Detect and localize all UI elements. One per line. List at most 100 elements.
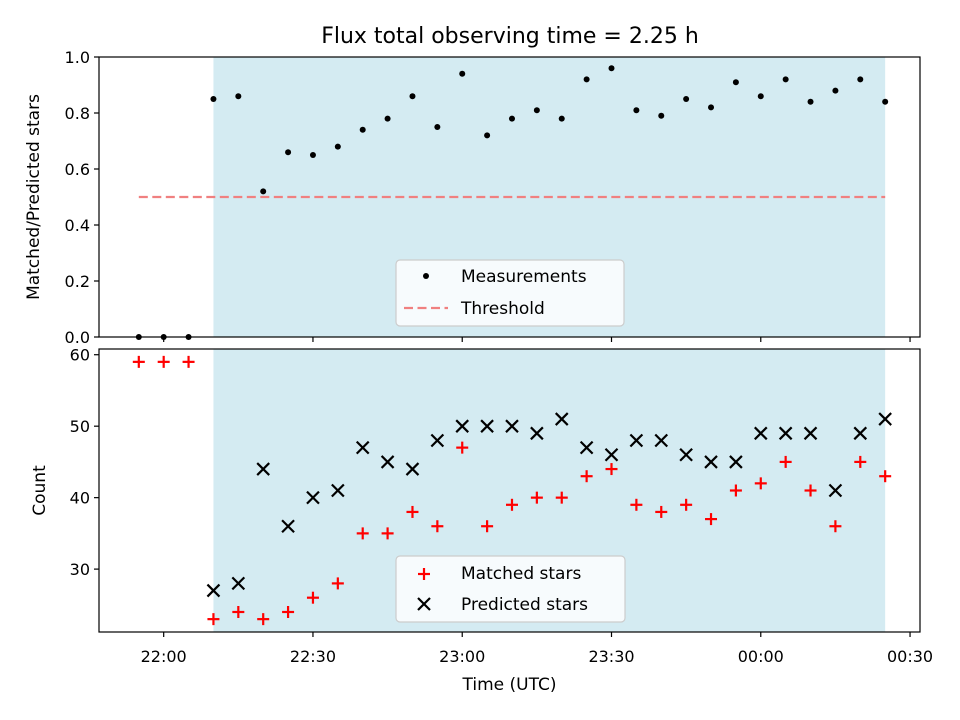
matched-star-point xyxy=(331,577,344,590)
predicted-star-point xyxy=(654,433,669,448)
predicted-star-point xyxy=(554,412,569,426)
measurement-point xyxy=(484,132,491,139)
predicted-star-point-b xyxy=(430,433,445,448)
bottom-y-tick-label: 40 xyxy=(70,489,90,508)
predicted-star-point xyxy=(679,447,693,462)
predicted-star-point xyxy=(430,433,445,448)
predicted-star-point-b xyxy=(604,447,619,462)
matched-star-point xyxy=(182,355,195,368)
predicted-star-point xyxy=(231,576,246,591)
legend-predicted-marker-b xyxy=(417,597,431,611)
predicted-star-point xyxy=(455,419,470,433)
predicted-star-point xyxy=(206,583,221,598)
predicted-star-point xyxy=(853,426,868,441)
legend-matched-marker xyxy=(418,568,430,580)
matched-star-point xyxy=(555,491,568,504)
predicted-star-point xyxy=(604,447,619,462)
predicted-star-point xyxy=(306,490,320,505)
predicted-star-point xyxy=(331,483,345,498)
measurement-point xyxy=(882,98,889,105)
matched-star-point xyxy=(879,470,892,483)
matched-star-point xyxy=(306,591,319,604)
matched-star-point xyxy=(829,520,842,533)
matched-star-point xyxy=(207,613,220,626)
measurement-point xyxy=(235,93,242,100)
predicted-star-point-b xyxy=(455,419,470,433)
measurement-point xyxy=(732,79,739,86)
predicted-star-point-b xyxy=(853,426,868,441)
predicted-star-point-b xyxy=(629,433,644,448)
predicted-star-point-b xyxy=(654,433,669,448)
matched-star-point xyxy=(456,441,469,454)
x-tick-label: 00:00 xyxy=(738,647,784,666)
measurement-point xyxy=(533,107,540,114)
top-legend: Measurements Threshold xyxy=(395,259,625,327)
predicted-star-point-b xyxy=(530,426,544,441)
measurement-point xyxy=(359,126,366,133)
bottom-x-ticks: 22:00 22:30 23:00 23:30 00:00 00:30 xyxy=(141,632,933,666)
predicted-star-point-b xyxy=(803,426,818,441)
matched-star-point xyxy=(232,605,245,618)
measurement-point xyxy=(260,188,267,195)
predicted-star-point xyxy=(505,419,519,433)
predicted-star-point-b xyxy=(828,483,843,498)
chart-title: Flux total observing time = 2.25 h xyxy=(321,24,699,49)
predicted-star-point xyxy=(828,483,843,498)
measurement-point xyxy=(807,98,814,105)
counts-layer xyxy=(132,355,892,626)
measurement-point xyxy=(757,93,764,100)
bottom-y-axis-label: Count xyxy=(30,465,50,516)
x-tick-label: 22:00 xyxy=(141,647,187,666)
measurement-point xyxy=(683,96,690,102)
matched-star-point xyxy=(630,498,643,511)
top-y-tick-label: 0.6 xyxy=(65,160,90,179)
legend-frame xyxy=(395,259,625,327)
measurement-point xyxy=(832,87,839,94)
matched-star-point xyxy=(406,505,419,518)
measurement-point xyxy=(782,76,789,83)
top-y-ticks: 0.0 0.2 0.4 0.6 0.8 1.0 xyxy=(65,48,99,347)
measurement-point xyxy=(334,143,341,150)
measurement-point xyxy=(857,76,864,83)
predicted-star-point xyxy=(355,440,370,455)
matched-star-point xyxy=(680,498,693,511)
top-axes-frame xyxy=(98,56,921,338)
legend-predicted-marker xyxy=(417,597,431,611)
measurement-point xyxy=(658,112,665,119)
top-x-ticks xyxy=(163,337,911,342)
top-y-tick-label: 0.4 xyxy=(65,216,90,235)
legend-predicted-label: Predicted stars xyxy=(461,595,588,615)
bottom-legend: Matched stars Predicted stars xyxy=(395,555,626,623)
predicted-star-point-b xyxy=(778,426,793,441)
measurement-point xyxy=(633,107,640,114)
measurement-point xyxy=(583,76,590,83)
predicted-star-point-b xyxy=(554,412,569,426)
predicted-star-point-b xyxy=(704,455,718,469)
predicted-star-point-b xyxy=(878,412,892,426)
predicted-star-point xyxy=(256,462,270,476)
predicted-star-point-b xyxy=(306,490,320,505)
x-axis-label: Time (UTC) xyxy=(462,675,557,695)
x-tick-label: 00:30 xyxy=(887,647,933,666)
legend-frame xyxy=(395,555,626,623)
predicted-star-point xyxy=(629,433,644,448)
matched-star-point xyxy=(157,355,170,368)
measurements-layer xyxy=(135,65,889,340)
predicted-star-point xyxy=(405,462,420,476)
matched-star-point xyxy=(257,613,270,626)
predicted-star-point-b xyxy=(256,462,270,476)
matched-star-point xyxy=(481,520,494,533)
predicted-star-point xyxy=(753,426,768,441)
predicted-star-point xyxy=(281,519,295,534)
matched-star-point xyxy=(729,484,742,497)
matched-star-point xyxy=(282,605,295,618)
predicted-star-point xyxy=(803,426,818,441)
top-panel: 0.0 0.2 0.4 0.6 0.8 1.0 Matched/Predicted sta… xyxy=(24,48,921,347)
measurement-point xyxy=(608,65,615,72)
matched-star-point xyxy=(132,355,145,368)
matched-star-point xyxy=(655,505,668,518)
matched-star-point xyxy=(530,491,543,504)
measurement-point xyxy=(708,104,715,111)
bottom-y-tick-label: 60 xyxy=(70,346,90,365)
